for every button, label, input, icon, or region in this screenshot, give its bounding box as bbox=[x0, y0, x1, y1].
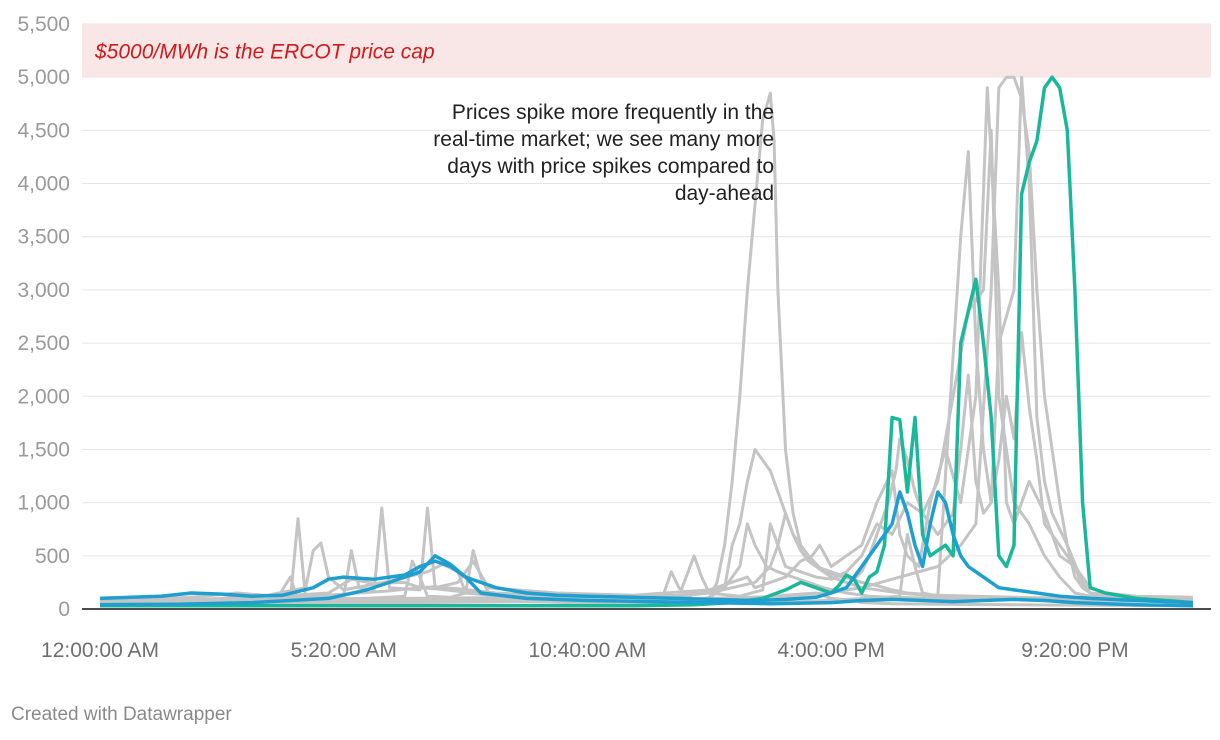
x-tick-label: 9:20:00 PM bbox=[1021, 639, 1128, 662]
series-line bbox=[99, 554, 1194, 608]
annotation-line: Prices spike more frequently in the bbox=[452, 101, 774, 124]
annotation-text: Prices spike more frequently in the real-… bbox=[433, 101, 774, 205]
y-tick-label: 4,500 bbox=[17, 119, 70, 142]
price-cap-band-rect bbox=[82, 24, 1211, 78]
x-tick-label: 4:00:00 PM bbox=[778, 639, 885, 662]
y-tick-label: 2,000 bbox=[17, 385, 70, 408]
x-tick-label: 10:40:00 AM bbox=[529, 639, 647, 662]
price-cap-band: $5000/MWh is the ERCOT price cap bbox=[82, 24, 1211, 78]
datawrapper-credit: Created with Datawrapper bbox=[11, 704, 232, 725]
annotation-line: real-time market; we see many more bbox=[433, 128, 774, 151]
y-tick-label: 0 bbox=[58, 598, 70, 621]
y-tick-label: 1,500 bbox=[17, 438, 70, 461]
x-tick-label: 5:20:00 AM bbox=[291, 639, 397, 662]
series-line bbox=[99, 490, 1194, 605]
series-line bbox=[100, 331, 1194, 602]
x-tick-label: 12:00:00 AM bbox=[41, 639, 159, 662]
y-tick-label: 5,500 bbox=[17, 13, 70, 36]
series-line bbox=[99, 448, 1194, 602]
series-line bbox=[99, 522, 1193, 604]
axes: 0 500 1,000 1,500 2,000 2,500 3,000 3,500 4,000 4… bbox=[17, 13, 1211, 662]
price-cap-label: $5000/MWh is the ERCOT price cap bbox=[94, 41, 435, 64]
y-tick-label: 4,000 bbox=[17, 173, 70, 196]
y-tick-label: 2,500 bbox=[17, 332, 70, 355]
series-lines bbox=[99, 75, 1194, 608]
y-tick-label: 5,000 bbox=[17, 66, 70, 89]
annotation-line: day-ahead bbox=[675, 182, 774, 205]
series-line bbox=[99, 75, 1194, 605]
annotations: Prices spike more frequently in the real-… bbox=[433, 101, 774, 205]
series-line bbox=[99, 128, 1194, 606]
annotation-line: days with price spikes compared to bbox=[447, 155, 774, 178]
series-line bbox=[99, 75, 1194, 605]
y-tick-label: 500 bbox=[35, 545, 70, 568]
y-tick-label: 3,000 bbox=[17, 279, 70, 302]
y-tick-label: 3,500 bbox=[17, 226, 70, 249]
y-tick-label: 1,000 bbox=[17, 492, 70, 515]
